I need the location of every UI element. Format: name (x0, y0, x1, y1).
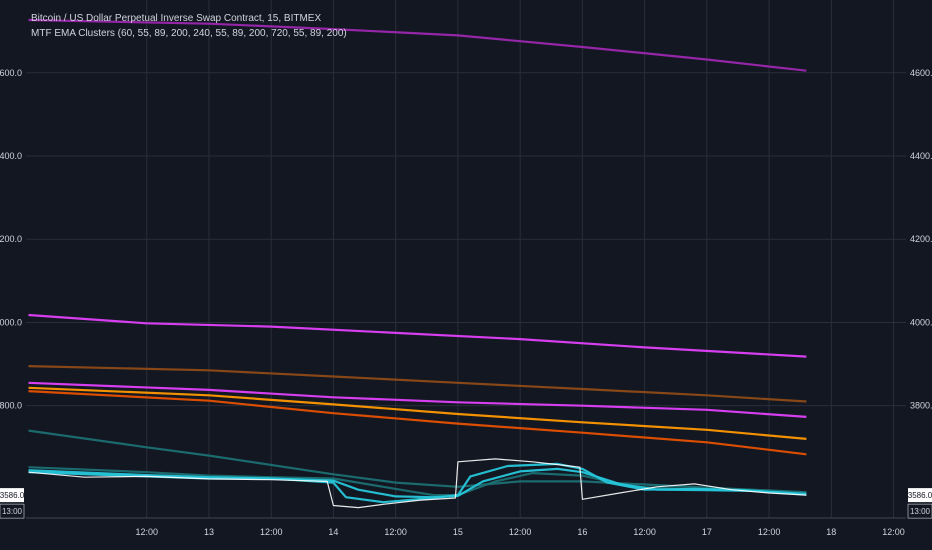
x-tick-label: 12:00 (882, 527, 905, 537)
x-tick-label: 12:00 (260, 527, 283, 537)
last-time-label-left: 13:00 (2, 507, 23, 516)
symbol-title: Bitcoin / US Dollar Perpetual Inverse Sw… (31, 13, 322, 24)
x-tick-label: 12:00 (758, 527, 781, 537)
y-tick-label-left: 4400.0 (0, 151, 22, 161)
y-tick-label-right: 3800.0 (910, 401, 932, 411)
last-time-box-right (907, 503, 932, 519)
last-price-box-left (0, 488, 24, 503)
last-price-label-left: 3586.0 (0, 491, 25, 500)
x-tick-label: 12:00 (384, 527, 407, 537)
last-price-label-right: 3586.0 (908, 491, 932, 500)
y-tick-label-left: 4600.0 (0, 68, 22, 78)
x-tick-label: 13 (204, 527, 214, 537)
y-tick-label-right: 4000.0 (910, 317, 932, 327)
series-line-3 (28, 381, 807, 418)
series-line-1 (28, 313, 807, 358)
last-price-box-right (908, 488, 932, 503)
x-tick-label: 15 (453, 527, 463, 537)
series-line-9 (28, 462, 807, 504)
x-tick-label: 17 (702, 527, 712, 537)
x-tick-label: 12:00 (509, 527, 532, 537)
indicator-legend: MTF EMA Clusters (60, 55, 89, 200, 240, … (31, 28, 347, 39)
y-tick-label-right: 4200.0 (910, 234, 932, 244)
last-time-label-right: 13:00 (910, 507, 931, 516)
y-tick-label-left: 3800.0 (0, 401, 22, 411)
last-time-box-left (0, 503, 25, 519)
series-line-4 (28, 386, 807, 440)
y-tick-label-right: 4400.0 (910, 151, 932, 161)
series-line-10 (28, 458, 807, 509)
x-tick-label: 12:00 (633, 527, 656, 537)
x-tick-label: 14 (328, 527, 338, 537)
x-tick-label: 16 (577, 527, 587, 537)
x-tick-label: 18 (826, 527, 836, 537)
y-tick-label-left: 4000.0 (0, 317, 22, 327)
y-tick-label-right: 4600.0 (910, 68, 932, 78)
series-line-0 (28, 18, 807, 72)
x-tick-label: 12:00 (135, 527, 158, 537)
series-line-2 (28, 365, 807, 403)
y-tick-label-left: 4200.0 (0, 234, 22, 244)
series-line-5 (28, 390, 807, 456)
series-line-6 (28, 429, 807, 494)
